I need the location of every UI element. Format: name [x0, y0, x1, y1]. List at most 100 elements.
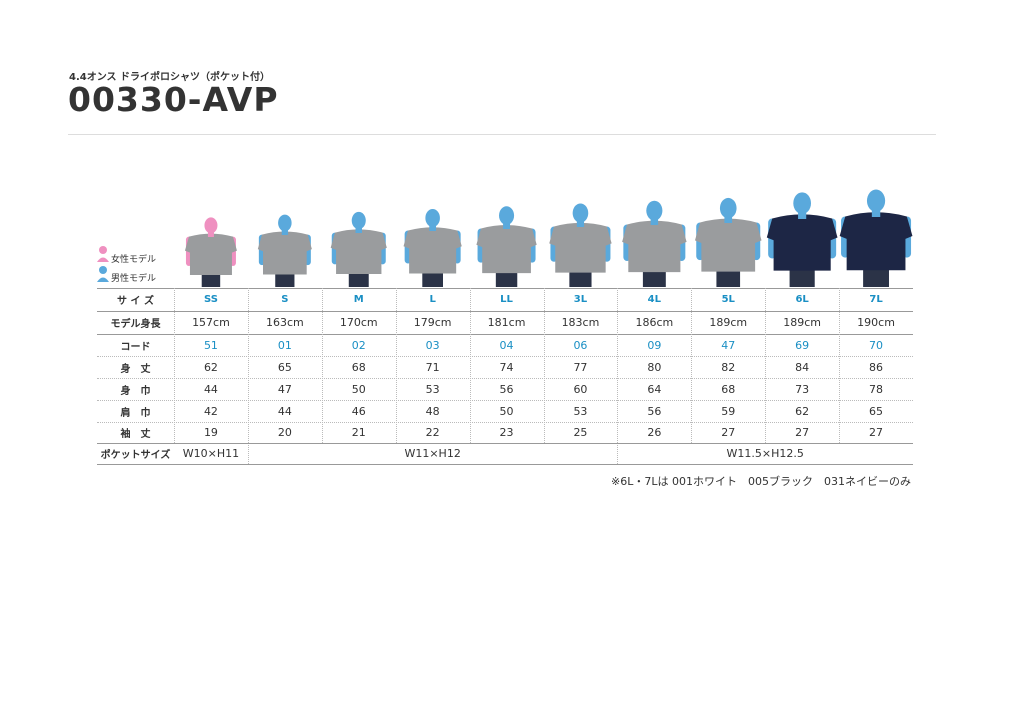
cell: 82 [721, 360, 736, 374]
figure-part [863, 265, 889, 287]
row-line [97, 288, 913, 289]
cell: 50 [351, 382, 366, 396]
row-line [97, 464, 913, 465]
row-label: 肩 巾 [120, 407, 151, 419]
cell: 68 [721, 382, 736, 396]
cell: SS [203, 294, 218, 305]
col-line [321, 288, 323, 443]
figure-part [694, 218, 762, 272]
legend-icon-male [97, 266, 109, 282]
col-line [617, 288, 619, 443]
cell: 183cm [561, 316, 600, 329]
cell: S [281, 294, 289, 305]
figure-part [798, 210, 807, 219]
cell: L [429, 294, 436, 305]
cell: 56 [499, 382, 514, 396]
row-label: 袖 丈 [120, 429, 151, 440]
cell: 09 [647, 338, 662, 352]
figure-part [278, 214, 292, 232]
cell: 3L [573, 294, 588, 305]
figure-part [719, 197, 737, 219]
cell: 65 [869, 404, 884, 418]
row-label: コード [120, 341, 151, 353]
row-line [97, 400, 913, 401]
figure-part [476, 225, 537, 274]
figure-part [642, 267, 666, 287]
row-line [97, 334, 913, 335]
cell: 80 [647, 360, 662, 374]
cell: 186cm [635, 316, 674, 329]
cell: 27 [795, 426, 810, 439]
col-line [174, 288, 175, 443]
cell: 22 [425, 426, 440, 439]
cell: 71 [425, 360, 440, 374]
row-line [97, 356, 913, 357]
col-line [617, 443, 619, 464]
legend-male: 男性モデル [111, 274, 157, 284]
cell: 48 [425, 404, 440, 418]
cell: 64 [647, 382, 662, 396]
cell: 181cm [487, 316, 526, 329]
cell: 73 [795, 382, 810, 396]
cell: 51 [203, 338, 218, 352]
cell: 03 [425, 338, 440, 352]
cell: 60 [573, 382, 588, 396]
row-label: 身 丈 [120, 363, 151, 375]
cell: 47 [721, 338, 736, 352]
cell: 62 [795, 404, 810, 418]
figure-part [576, 219, 585, 227]
note: ※6L・7Lは 001ホワイト 005ブラック 031ネイビーのみ [611, 475, 911, 488]
figure-part [839, 212, 913, 271]
cell: 157cm [192, 316, 230, 329]
cell: W10×H11 [182, 447, 240, 460]
cell: 44 [277, 404, 292, 418]
col-line [247, 443, 249, 464]
cell: 27 [721, 426, 736, 439]
cell: 02 [351, 338, 366, 352]
figure-part [204, 217, 218, 234]
cell: 170cm [339, 316, 378, 329]
legend-icon-female [97, 246, 109, 262]
figure-part [793, 192, 811, 215]
figure-part [622, 220, 687, 273]
figure-part [495, 269, 518, 287]
cell: 84 [795, 360, 810, 374]
figure-part [650, 217, 659, 225]
figure-part [184, 233, 237, 275]
cell: 5L [721, 294, 735, 305]
legend-female: 女性モデル [111, 255, 157, 265]
figure-part [569, 268, 592, 287]
cell: 25 [573, 426, 588, 439]
figure-part [724, 215, 733, 223]
cell: 21 [351, 426, 366, 439]
cell: 46 [351, 404, 366, 418]
row-line [97, 422, 913, 423]
cell: LL [500, 294, 513, 305]
cell: 78 [869, 382, 884, 396]
cell: 163cm [265, 316, 304, 329]
cell: 50 [499, 404, 514, 418]
cell: 47 [277, 382, 292, 396]
figure-part [503, 222, 511, 229]
cell: 06 [573, 338, 588, 352]
cell: 20 [277, 426, 292, 439]
cell: 04 [499, 338, 514, 352]
figure-part [766, 214, 838, 271]
figure-part [871, 208, 881, 217]
figure-part [355, 226, 362, 233]
cell: 74 [499, 360, 514, 374]
cell: M [353, 294, 364, 305]
figure-part [716, 267, 741, 287]
figure-part [866, 189, 886, 212]
cell: 68 [351, 360, 366, 374]
row-line [97, 443, 913, 444]
cell: 189cm [783, 316, 822, 329]
figure-part [275, 270, 295, 287]
cell: 19 [203, 426, 218, 439]
cell: 44 [203, 382, 218, 396]
col-line [247, 288, 249, 443]
cell: 01 [277, 338, 292, 352]
figure-part [348, 270, 369, 287]
col-line [469, 288, 471, 443]
